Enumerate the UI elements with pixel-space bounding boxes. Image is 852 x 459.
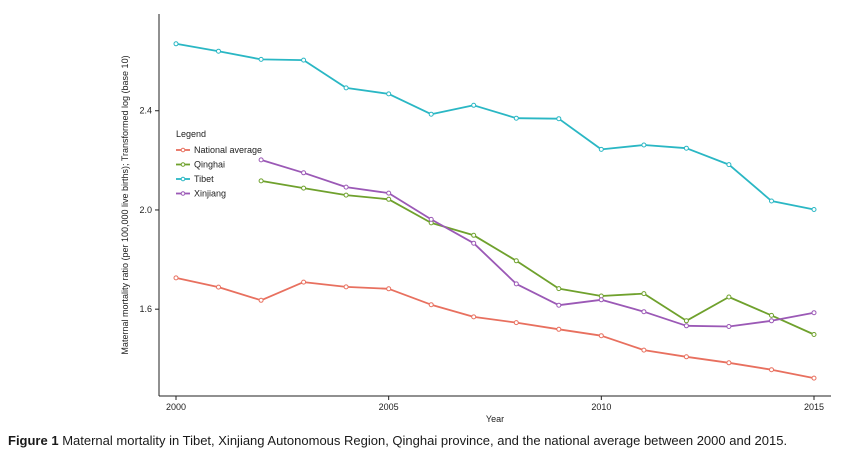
data-point-xinjiang (301, 170, 307, 176)
data-point-national-average (683, 354, 689, 360)
series-line-xinjiang (260, 159, 815, 328)
data-point-qinghai (556, 286, 562, 292)
data-point-xinjiang (811, 310, 817, 316)
series-qinghai (258, 178, 817, 337)
data-point-xinjiang (726, 324, 732, 329)
data-point-national-average (258, 297, 264, 303)
data-point-tibet (301, 57, 307, 63)
data-point-qinghai (258, 178, 264, 184)
data-point-national-average (513, 320, 519, 326)
data-point-qinghai (301, 185, 307, 191)
data-point-national-average (428, 302, 434, 308)
series-line-national-average (175, 277, 815, 379)
data-point-tibet (598, 146, 604, 152)
legend-title: Legend (176, 129, 206, 139)
chart-axes: 2000 2005 2010 2015 1.6 2.0 2.4 Year Maternal mo… (120, 14, 831, 424)
x-tick-label: 2000 (166, 402, 186, 412)
series-line-qinghai (260, 180, 815, 336)
y-tick-label: 2.4 (139, 106, 152, 116)
data-point-tibet (811, 207, 817, 212)
data-point-national-average (726, 360, 732, 366)
data-point-tibet (216, 48, 221, 54)
data-point-tibet (726, 162, 732, 168)
data-point-tibet (556, 116, 562, 122)
data-point-xinjiang (513, 281, 519, 287)
series-national-average (173, 275, 817, 381)
data-point-tibet (258, 56, 264, 62)
data-point-tibet (173, 41, 179, 47)
legend-label-national-average: National average (194, 145, 262, 155)
data-point-tibet (428, 111, 434, 117)
data-point-national-average (216, 284, 221, 290)
data-point-national-average (343, 284, 349, 290)
x-tick-label: 2015 (804, 402, 824, 412)
data-point-national-average (386, 286, 392, 292)
data-point-national-average (811, 375, 817, 381)
data-point-national-average (301, 279, 307, 285)
data-point-qinghai (769, 312, 774, 318)
legend-label-tibet: Tibet (194, 174, 214, 184)
y-axis-title: Maternal mortality ratio (per 100,000 li… (120, 55, 130, 354)
data-point-tibet (343, 85, 349, 91)
data-point-xinjiang (641, 309, 647, 315)
data-point-national-average (173, 275, 179, 281)
line-chart: 2000 2005 2010 2015 1.6 2.0 2.4 Year Maternal mo… (120, 14, 831, 424)
x-axis-title: Year (486, 414, 504, 424)
data-point-qinghai (386, 196, 392, 202)
data-point-xinjiang (258, 157, 264, 163)
data-point-xinjiang (683, 323, 689, 329)
data-point-qinghai (471, 232, 477, 238)
data-point-tibet (641, 142, 647, 148)
series-line-tibet (175, 42, 815, 211)
legend-label-xinjiang: Xinjiang (194, 189, 226, 199)
legend-marker-qinghai (180, 162, 186, 167)
legend-marker-national-average (180, 147, 186, 153)
data-point-national-average (641, 347, 647, 353)
x-tick-label: 2005 (379, 402, 399, 412)
series-xinjiang (258, 157, 817, 329)
data-point-national-average (598, 333, 604, 339)
figure-label: Figure 1 (8, 433, 59, 448)
data-point-xinjiang (428, 216, 434, 222)
series-tibet (173, 41, 817, 212)
data-point-tibet (769, 198, 774, 204)
data-point-national-average (471, 314, 477, 320)
data-point-xinjiang (769, 318, 774, 324)
series-layer (173, 41, 817, 381)
data-point-xinjiang (471, 240, 477, 246)
y-tick-label: 2.0 (139, 205, 152, 215)
data-point-tibet (386, 91, 392, 97)
figure-caption: Figure 1 Maternal mortality in Tibet, Xi… (8, 433, 848, 448)
y-tick-label: 1.6 (139, 304, 152, 314)
data-point-xinjiang (598, 297, 604, 303)
data-point-qinghai (811, 332, 817, 337)
data-point-qinghai (343, 192, 349, 198)
legend: Legend National average Qinghai Tibet Xinjia… (176, 129, 262, 199)
data-point-xinjiang (343, 184, 349, 190)
data-point-national-average (769, 367, 774, 373)
data-point-xinjiang (386, 190, 392, 196)
data-point-qinghai (683, 318, 689, 324)
legend-label-qinghai: Qinghai (194, 160, 225, 170)
legend-marker-tibet (180, 176, 186, 182)
data-point-tibet (513, 115, 519, 121)
data-point-qinghai (726, 294, 732, 300)
figure-caption-text: Maternal mortality in Tibet, Xinjiang Au… (62, 433, 788, 448)
data-point-tibet (471, 102, 477, 108)
data-point-tibet (683, 145, 689, 151)
data-point-qinghai (641, 291, 647, 297)
data-point-national-average (556, 326, 562, 332)
x-tick-label: 2010 (591, 402, 611, 412)
legend-marker-xinjiang (180, 191, 186, 196)
data-point-qinghai (513, 258, 519, 264)
data-point-xinjiang (556, 302, 562, 308)
